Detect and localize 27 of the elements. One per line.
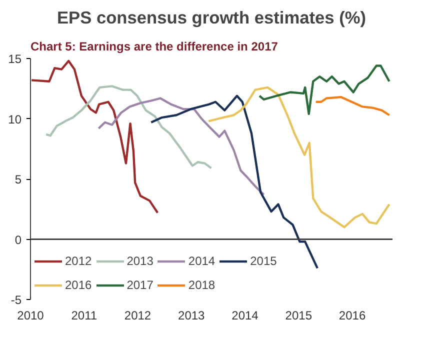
y-tick-label: 5 (14, 172, 22, 186)
legend-label: 2014 (188, 254, 216, 268)
chart-subtitle: Chart 5: Earnings are the difference in 2017 (30, 40, 278, 54)
legend-label: 2017 (126, 278, 154, 292)
x-tick-label: 2011 (71, 308, 98, 322)
y-tick-label: 0 (14, 232, 22, 247)
line-series (314, 96, 390, 116)
legend-label: 2012 (65, 254, 92, 268)
x-tick-label: 2013 (178, 308, 206, 322)
legend-label: 2016 (65, 278, 92, 292)
x-tick-label: 2010 (17, 308, 44, 322)
y-tick-label: -5 (10, 293, 22, 307)
legend-label: 2018 (188, 278, 216, 292)
x-tick-label: 2015 (285, 308, 312, 322)
line-series (98, 97, 265, 196)
line-series (30, 60, 159, 214)
y-tick-label: 15 (8, 52, 22, 66)
x-tick-label: 2014 (232, 308, 259, 322)
legend-label: 2013 (126, 254, 154, 268)
chart-title: EPS consensus growth estimates (%) (56, 8, 366, 28)
legend-label: 2015 (250, 254, 277, 268)
line-series (44, 85, 212, 170)
x-tick-label: 2012 (124, 308, 152, 322)
y-tick-label: 10 (8, 112, 22, 126)
line-series (207, 86, 390, 228)
line-series (258, 64, 390, 116)
x-tick-label: 2016 (338, 308, 366, 322)
